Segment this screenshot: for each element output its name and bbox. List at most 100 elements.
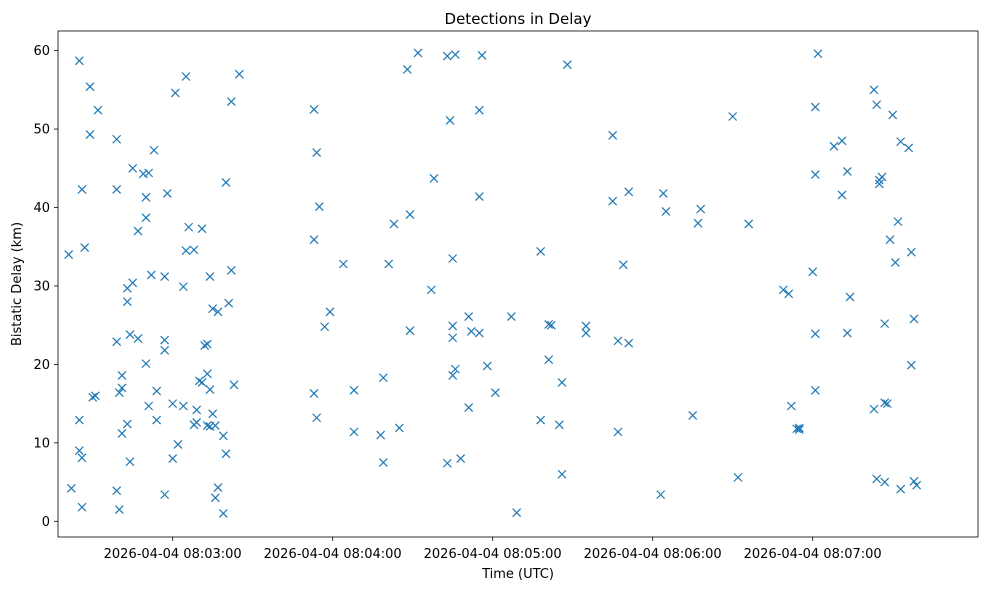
- data-point: [314, 202, 324, 212]
- data-point: [909, 476, 919, 486]
- data-point: [74, 56, 84, 66]
- data-point: [624, 187, 634, 197]
- data-point: [837, 190, 847, 200]
- data-point: [562, 60, 572, 70]
- data-point: [784, 289, 794, 299]
- data-point: [536, 247, 546, 256]
- y-axis-ticks: 0 10 20 30 40 50 60: [33, 44, 58, 530]
- data-point: [845, 292, 855, 302]
- data-point: [178, 282, 188, 292]
- data-point: [464, 403, 474, 412]
- data-point: [205, 272, 215, 281]
- data-point: [149, 145, 159, 155]
- data-point: [842, 167, 852, 176]
- data-point: [869, 404, 879, 414]
- data-point: [80, 243, 90, 252]
- chart-title: Detections in Delay: [445, 10, 592, 28]
- data-point: [210, 493, 220, 503]
- data-point: [405, 210, 415, 219]
- data-point: [85, 82, 95, 92]
- data-point: [888, 110, 898, 120]
- data-point: [384, 259, 394, 269]
- data-point: [213, 307, 223, 317]
- data-point: [810, 385, 820, 395]
- data-point: [85, 130, 95, 139]
- data-point: [474, 192, 484, 201]
- data-point: [194, 376, 204, 386]
- data-point: [202, 369, 212, 379]
- data-point: [181, 72, 191, 81]
- y-tick-label: 0: [42, 515, 50, 530]
- data-point: [810, 170, 820, 179]
- data-point: [189, 245, 199, 255]
- plot-area-frame: [57, 30, 979, 538]
- data-point: [213, 483, 223, 493]
- data-point: [64, 250, 74, 260]
- data-point: [896, 484, 906, 494]
- data-point: [613, 336, 623, 346]
- data-point: [205, 385, 215, 394]
- data-point: [197, 224, 207, 234]
- data-point: [733, 472, 743, 482]
- data-point: [221, 177, 231, 187]
- data-point: [117, 370, 127, 380]
- data-point: [557, 469, 567, 479]
- data-point: [906, 360, 916, 370]
- data-point: [208, 304, 218, 314]
- data-point: [389, 219, 399, 229]
- data-point: [125, 457, 135, 467]
- data-point: [546, 320, 556, 330]
- data-point: [482, 361, 492, 371]
- data-point: [656, 490, 666, 500]
- data-point: [890, 258, 900, 267]
- data-point: [872, 474, 882, 484]
- data-point: [133, 226, 143, 236]
- data-point: [181, 246, 191, 256]
- data-point: [178, 401, 188, 411]
- data-point: [608, 196, 618, 206]
- data-point: [184, 222, 194, 232]
- data-point: [554, 420, 564, 430]
- data-point: [912, 480, 922, 490]
- data-point: [506, 312, 516, 321]
- data-point: [112, 486, 122, 496]
- data-point: [117, 383, 127, 393]
- data-point: [234, 69, 244, 79]
- data-point: [872, 100, 882, 110]
- data-point: [226, 97, 236, 107]
- data-point: [349, 427, 359, 437]
- data-point: [450, 50, 460, 59]
- data-point: [778, 285, 788, 295]
- data-point: [210, 421, 220, 431]
- data-point: [882, 399, 892, 409]
- data-point: [192, 405, 202, 415]
- data-point: [90, 391, 100, 401]
- data-point: [474, 328, 484, 338]
- y-tick-label: 50: [33, 123, 50, 138]
- data-point: [874, 179, 884, 189]
- data-point: [66, 483, 76, 493]
- data-point: [312, 413, 322, 423]
- data-point: [786, 401, 796, 411]
- y-axis-label: Bistatic Delay (km): [10, 222, 25, 346]
- data-point: [624, 338, 634, 348]
- data-point: [909, 314, 919, 324]
- x-tick-label: 2026-04-04 08:07:00: [744, 547, 882, 562]
- data-point: [445, 116, 455, 125]
- data-point: [877, 172, 887, 182]
- data-point: [152, 415, 162, 425]
- y-tick-label: 20: [33, 358, 50, 373]
- data-point: [114, 505, 124, 514]
- data-point: [93, 105, 103, 115]
- data-point: [173, 440, 183, 449]
- data-point: [226, 265, 236, 275]
- x-tick-label: 2026-04-04 08:03:00: [104, 547, 242, 562]
- data-point: [810, 329, 820, 339]
- data-point: [557, 378, 567, 387]
- data-point: [405, 326, 415, 336]
- data-point: [477, 50, 487, 60]
- data-point: [893, 217, 903, 227]
- data-point: [122, 419, 132, 429]
- data-point: [152, 386, 162, 396]
